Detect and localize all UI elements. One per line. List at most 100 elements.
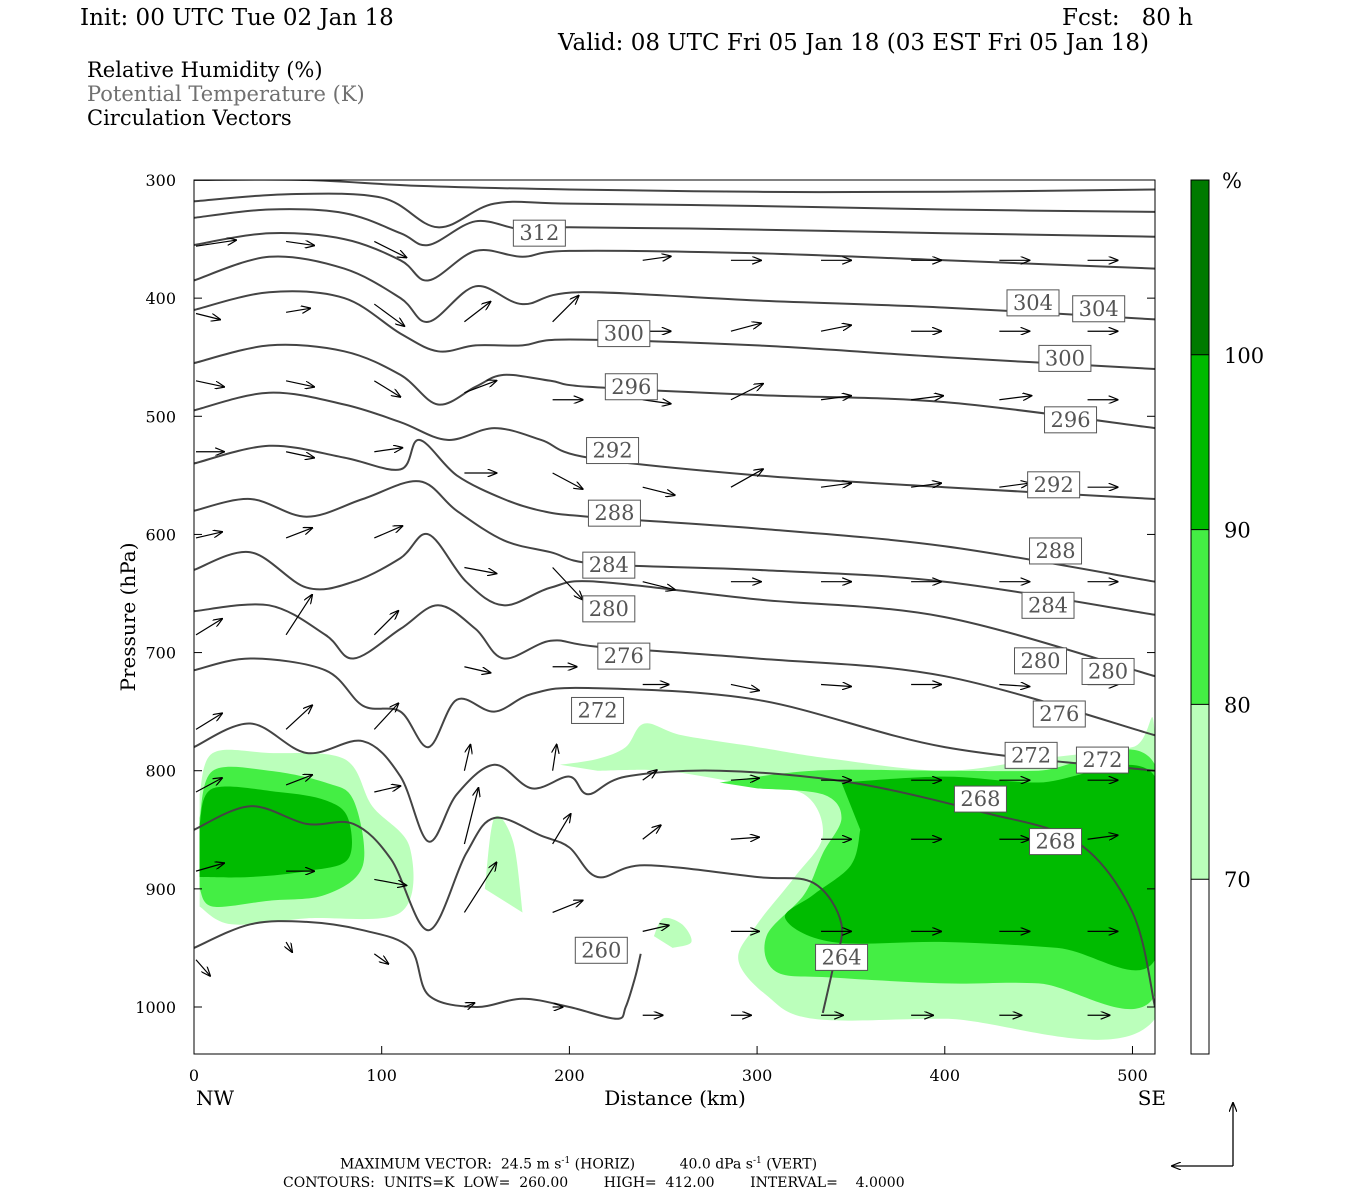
circulation-vector [463,862,496,913]
circulation-vector [911,396,943,400]
contour-label-box [815,943,869,971]
theta-contour-292 [194,391,1155,500]
theta-contour-300 [194,290,1155,370]
rh-region-90-100 [785,765,1155,971]
colorbar-label: 80 [1224,693,1251,717]
contour-label-text: 300 [604,322,644,346]
axes: 300 400 500 600 700 800 900 1000 0 100 200 300 400 50… [116,171,1166,1110]
contour-label-box [587,499,641,527]
circulation-vectors [195,240,1118,1015]
theta-contour-296 [194,343,1155,430]
circulation-vector [374,240,406,257]
contour-label-text: 288 [1035,539,1075,563]
contour-label-text: 264 [822,945,862,969]
contour-label-box [953,785,1007,813]
rh-region-70-80 [484,815,523,913]
contour-label-box [582,595,636,623]
colorbar-segment [1191,354,1209,530]
contour-label-288: 288 [587,499,641,527]
contour-label-text: 272 [1082,748,1122,772]
circulation-vector [374,878,406,885]
circulation-vector [999,483,1029,487]
y-tick-label: 400 [145,289,176,308]
circulation-vector [285,308,310,312]
vector-key-icon [1172,1103,1233,1166]
rh-region-70-80 [653,917,692,948]
contour-label-272: 272 [1075,746,1129,774]
contour-label-box [574,936,628,964]
contour-label-box [604,373,658,401]
contour-label-box [512,219,566,247]
max-vector-note: MAXIMUM VECTOR: 24.5 m s-1 (HORIZ) 40.0 … [340,1156,818,1173]
circulation-vector [642,400,671,404]
colorbar-segment [1191,704,1209,880]
circulation-vector [999,396,1031,400]
contour-label-260: 260 [574,936,628,964]
circulation-vector [463,745,470,771]
circulation-vector [730,837,759,839]
contour-label-280: 280 [1014,647,1068,675]
circulation-vector [373,303,404,326]
contour-label-284: 284 [1021,591,1075,619]
circulation-vector [463,788,478,845]
y-axis-title: Pressure (hPa) [116,543,140,692]
contour-label-304: 304 [1006,289,1060,317]
theta-contour-288 [194,438,1155,583]
contour-label-text: 276 [604,644,644,668]
contour-label-text: 260 [581,938,621,962]
circulation-vector [286,941,292,952]
circulation-vector [730,778,759,780]
contour-label-268: 268 [1029,828,1083,856]
contour-label-264: 264 [815,943,869,971]
contour-label-text: 276 [1039,702,1079,726]
circulation-vector [195,778,222,793]
circulation-vector [285,528,312,539]
contour-label-box [1044,406,1098,434]
contour-label-268: 268 [953,785,1007,813]
contour-label-box [1027,471,1081,499]
circulation-vector [195,380,224,387]
contour-label-272: 272 [571,696,625,724]
contour-label-text: 272 [1011,743,1051,767]
circulation-vector [373,953,388,964]
contour-label-box [1006,289,1060,317]
circulation-vector [373,611,398,636]
circulation-vector [730,683,759,690]
contour-label-box [597,642,651,670]
contour-label-272: 272 [1004,741,1058,769]
contour-label-300: 300 [1038,344,1092,372]
circulation-vector [464,302,490,323]
circulation-vector [642,486,675,495]
contour-label-text: 300 [1045,346,1085,370]
circulation-vector [195,240,236,247]
circulation-vector [374,448,402,452]
contour-label-280: 280 [1081,657,1135,685]
theta-contour-264 [194,805,844,1014]
contour-label-box [1038,344,1092,372]
contour-labels: 312 304 304 300 300 296 296 292 292 288 288 284 284 2… [512,219,1135,971]
circulation-vector [285,775,312,786]
theta-contour-312 [194,208,1155,247]
circulation-vector [820,325,851,332]
circulation-vector [552,900,583,914]
contour-label-292: 292 [586,437,640,465]
theta-contour-276 [194,603,1155,737]
circulation-vector [195,959,210,976]
theta-contour-268 [194,722,1155,1008]
circulation-vector [552,814,571,845]
circulation-vector [642,256,671,260]
circulation-vector [820,483,851,487]
colorbar-segment [1191,529,1209,705]
contour-label-288: 288 [1029,537,1083,565]
circulation-vector [911,483,941,487]
colorbar-label: 90 [1224,519,1251,543]
circulation-vector [285,380,314,387]
theta-contour-260 [194,920,642,1020]
contour-label-text: 284 [1028,593,1068,617]
contour-label-box [1081,657,1135,685]
circulation-vector [285,451,314,458]
contour-label-box [571,696,625,724]
circulation-vector [285,705,312,730]
circulation-vector [642,825,661,840]
contour-label-284: 284 [582,551,636,579]
